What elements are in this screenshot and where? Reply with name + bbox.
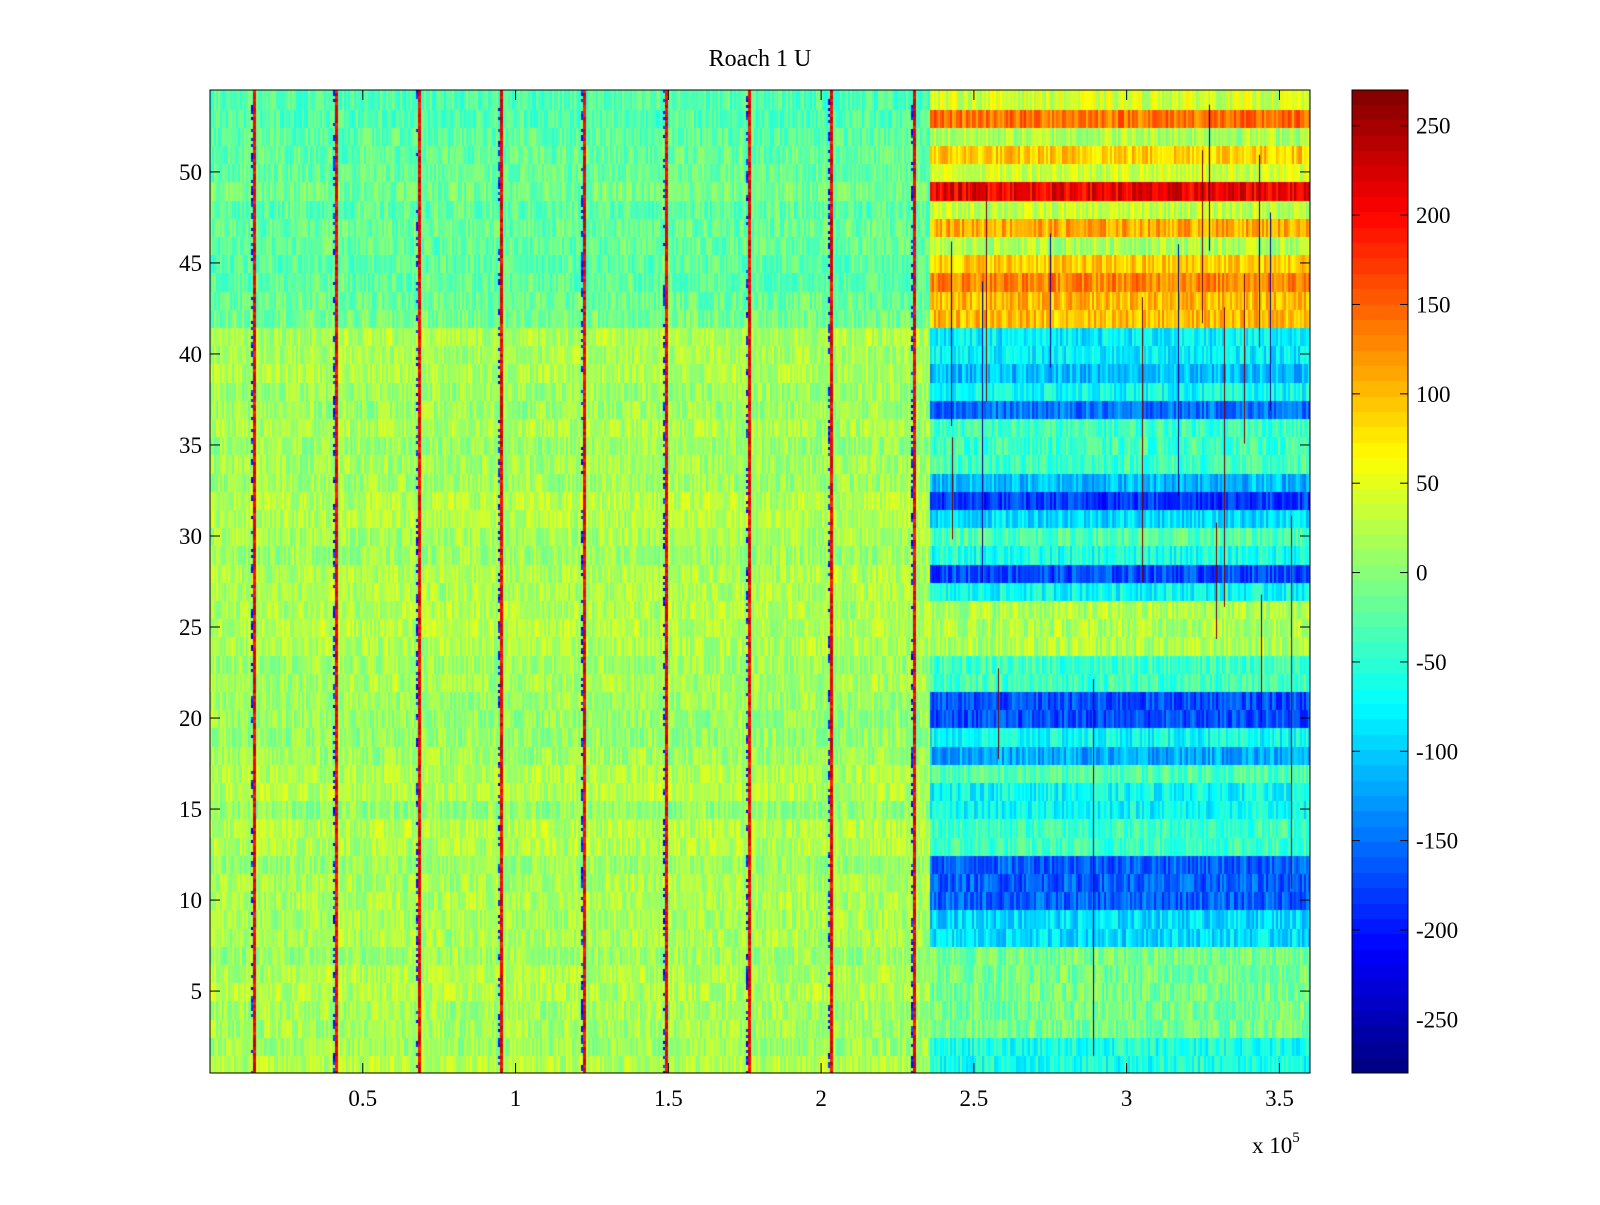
- colorbar-tick-label-3: 100: [1416, 382, 1451, 407]
- colorbar-tick-label-6: -50: [1416, 650, 1447, 675]
- plot-frame: [209, 89, 1311, 1074]
- y-tick-label-9: 50: [179, 160, 202, 185]
- x-tick-label-0: 0.5: [348, 1086, 377, 1111]
- x-tick-label-6: 3.5: [1265, 1086, 1294, 1111]
- y-tick-label-7: 40: [179, 342, 202, 367]
- colorbar-tick-label-8: -150: [1416, 829, 1458, 854]
- chart-title: Roach 1 U: [709, 46, 812, 72]
- colorbar-tick-label-0: 250: [1416, 114, 1451, 139]
- colorbar-gradient: [1352, 90, 1408, 1073]
- colorbar-tick-label-1: 200: [1416, 203, 1451, 228]
- colorbar-frame: [1351, 89, 1409, 1074]
- y-tick-label-0: 5: [191, 979, 203, 1004]
- x-tick-label-1: 1: [510, 1086, 522, 1111]
- y-tick-label-3: 20: [179, 706, 202, 731]
- plot-area: 0.5 1 1.5 2 2.5 3 3.5 5 10 15 20 25 30 35 40 45 50 x 10…: [179, 89, 1311, 1158]
- x-tick-label-4: 2.5: [960, 1086, 989, 1111]
- heatmap-image: [210, 90, 1310, 1073]
- colorbar-tick-label-4: 50: [1416, 471, 1439, 496]
- y-tick-label-4: 25: [179, 615, 202, 640]
- colorbar-tick-label-9: -200: [1416, 918, 1458, 943]
- x-tick-label-3: 2: [815, 1086, 827, 1111]
- x-axis-exponent-power: 5: [1292, 1130, 1300, 1146]
- colorbar-tick-label-10: -250: [1416, 1007, 1458, 1032]
- colorbar-tick-label-2: 150: [1416, 292, 1451, 317]
- y-tick-label-8: 45: [179, 251, 202, 276]
- x-axis-ticks: 0.5 1 1.5 2 2.5 3 3.5: [348, 90, 1294, 1111]
- colorbar-ticks: 250 200 150 100 50 0 -50 -100 -150 -200 -250: [1352, 114, 1458, 1032]
- x-tick-label-5: 3: [1121, 1086, 1133, 1111]
- y-tick-label-5: 30: [179, 524, 202, 549]
- colorbar-tick-label-7: -100: [1416, 739, 1458, 764]
- x-tick-label-2: 1.5: [654, 1086, 683, 1111]
- y-tick-label-1: 10: [179, 888, 202, 913]
- heatmap-image-container: [210, 90, 1310, 1073]
- colorbar: 250 200 150 100 50 0 -50 -100 -150 -200 -250: [1351, 89, 1458, 1074]
- y-tick-label-6: 35: [179, 433, 202, 458]
- colorbar-gradient-container: [1352, 90, 1408, 1073]
- colorbar-tick-label-5: 0: [1416, 561, 1428, 586]
- x-axis-exponent-base: x 10: [1252, 1133, 1292, 1158]
- y-axis-ticks: 5 10 15 20 25 30 35 40 45 50: [179, 160, 1310, 1004]
- y-tick-label-2: 15: [179, 797, 202, 822]
- x-axis-exponent: x 105: [1252, 1130, 1300, 1158]
